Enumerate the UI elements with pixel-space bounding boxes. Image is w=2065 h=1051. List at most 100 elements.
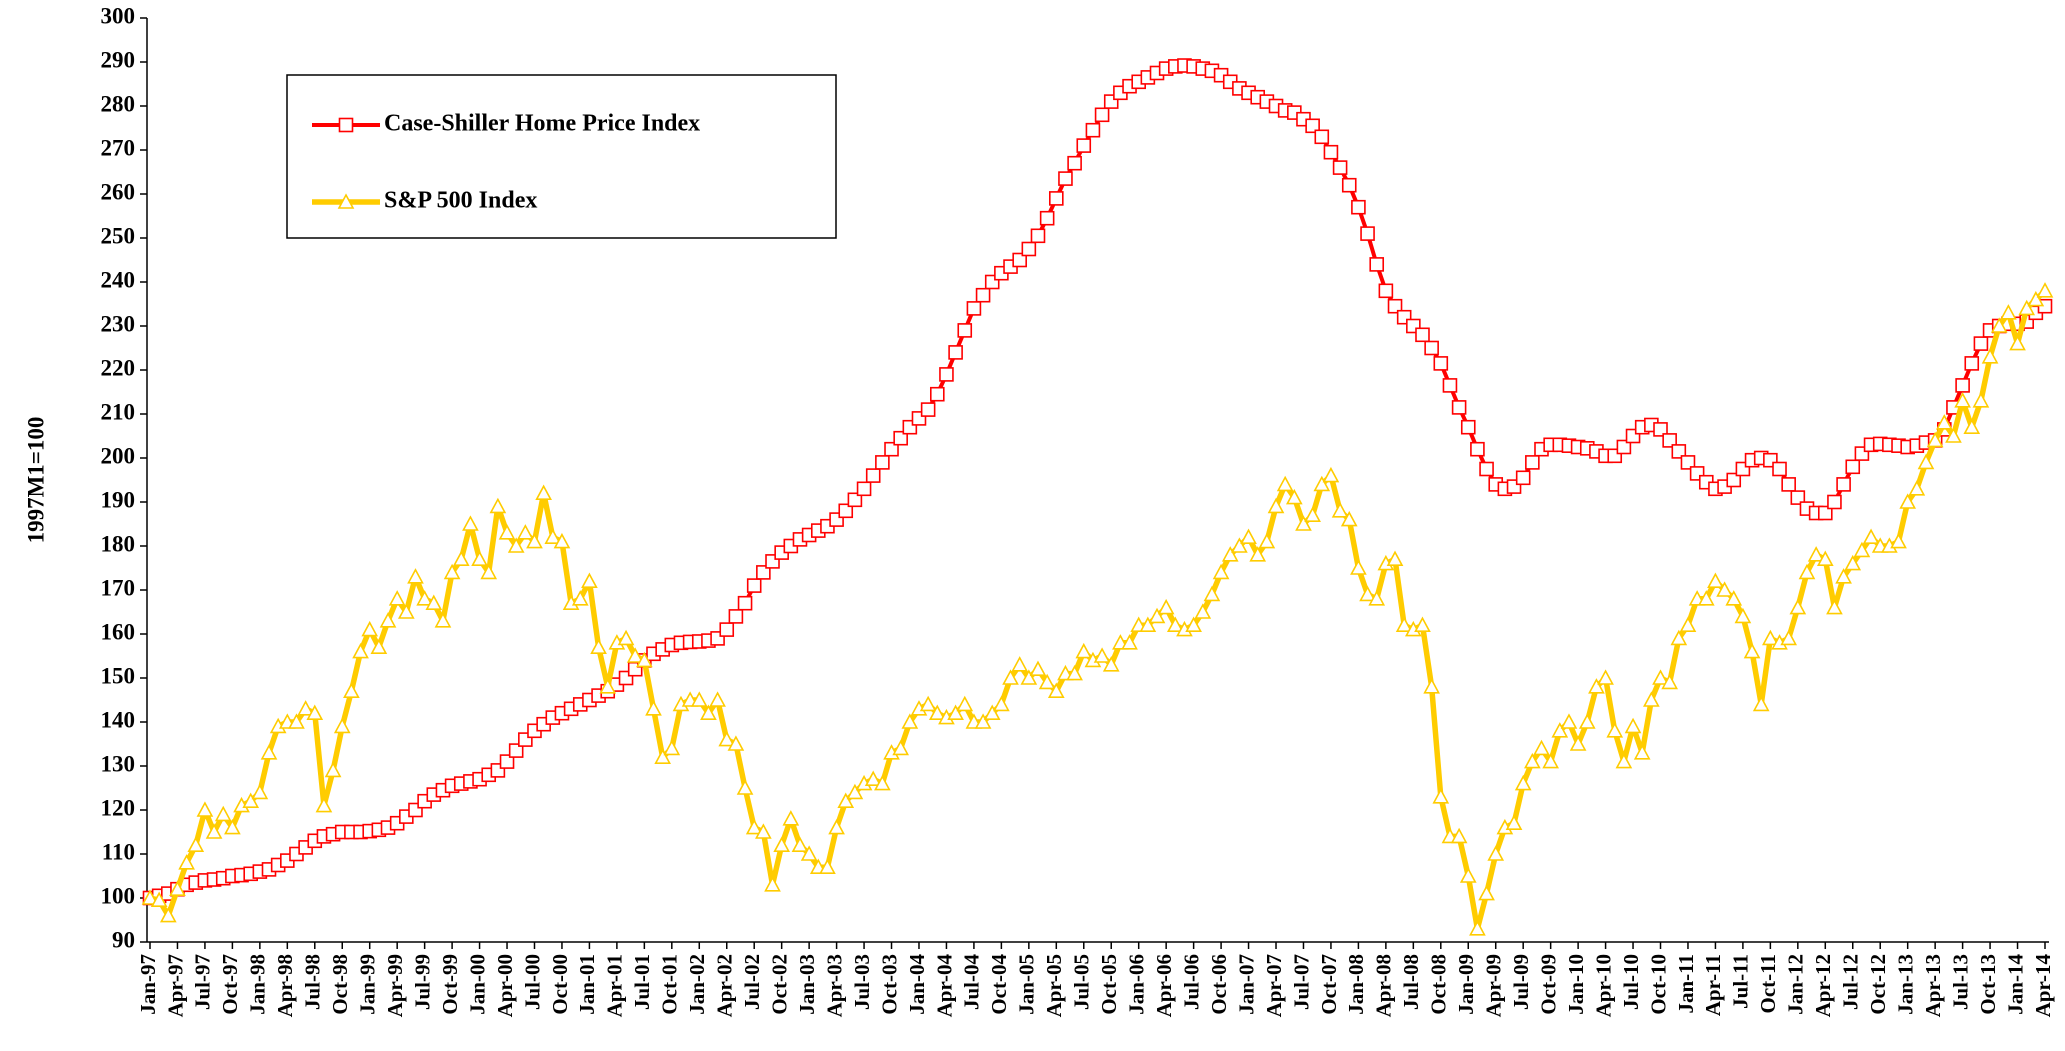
marker: [709, 691, 726, 707]
x-tick-label: Jul-13: [1948, 954, 1972, 1010]
marker: [1002, 669, 1019, 685]
marker: [1743, 642, 1761, 659]
legend-marker: [338, 117, 354, 133]
marker: [1470, 441, 1485, 457]
marker: [590, 638, 607, 654]
marker: [1935, 414, 1953, 430]
marker: [1981, 348, 1999, 364]
marker: [1662, 433, 1677, 448]
marker: [1360, 226, 1375, 241]
marker: [736, 779, 754, 795]
x-tick-label: Oct-07: [1317, 954, 1341, 1015]
marker: [1588, 678, 1605, 694]
marker: [407, 568, 424, 584]
marker: [1845, 459, 1861, 475]
x-tick-label: Jul-99: [410, 954, 434, 1010]
marker: [1862, 528, 1880, 544]
x-tick-label: Oct-05: [1097, 954, 1121, 1015]
marker: [1707, 572, 1724, 588]
marker: [1304, 506, 1321, 522]
x-tick-label: Jan-00: [465, 954, 489, 1015]
marker: [966, 301, 982, 316]
x-tick-label: Jul-08: [1399, 954, 1423, 1010]
x-tick-label: Jul-01: [630, 954, 654, 1010]
y-tick-label: 90: [112, 927, 135, 952]
marker: [1076, 138, 1092, 153]
marker: [1039, 210, 1055, 226]
marker: [1021, 241, 1037, 257]
marker: [1917, 453, 1935, 470]
x-tick-label: Apr-99: [383, 954, 407, 1017]
marker: [462, 515, 479, 531]
marker: [864, 770, 882, 786]
marker: [1487, 845, 1505, 861]
x-tick-label: Jan-07: [1234, 954, 1258, 1015]
marker: [1542, 752, 1559, 769]
marker: [388, 590, 406, 606]
marker: [1817, 505, 1833, 521]
marker: [1780, 629, 1798, 646]
legend-box: [286, 74, 837, 239]
x-tick-label: Oct-97: [218, 954, 242, 1015]
marker: [956, 695, 974, 712]
y-tick-label: 140: [101, 707, 136, 732]
marker: [1798, 563, 1816, 580]
x-tick-label: Apr-12: [1811, 954, 1835, 1017]
marker: [846, 783, 864, 800]
marker: [1332, 160, 1348, 175]
marker: [1624, 717, 1642, 734]
marker: [1258, 532, 1276, 549]
marker: [1671, 444, 1687, 459]
marker: [1716, 581, 1733, 597]
marker: [159, 906, 177, 923]
x-tick-label: Oct-13: [1976, 954, 2000, 1015]
x-tick-label: Jan-08: [1344, 954, 1368, 1015]
marker: [1505, 814, 1523, 830]
marker: [1945, 427, 1962, 443]
y-tick-label: 180: [101, 531, 136, 556]
marker: [920, 402, 936, 417]
marker: [1415, 327, 1430, 343]
legend-label: S&P 500 Index: [384, 188, 537, 214]
y-axis-title: 1997M1=100: [23, 417, 48, 544]
marker: [847, 492, 863, 508]
marker: [1569, 735, 1587, 751]
marker: [728, 609, 744, 624]
marker: [1221, 546, 1239, 562]
marker: [791, 836, 809, 852]
marker: [1378, 283, 1394, 299]
y-tick-label: 170: [101, 575, 136, 600]
marker: [343, 682, 360, 698]
marker: [1340, 510, 1358, 527]
marker: [1955, 378, 1970, 393]
marker: [1166, 616, 1184, 632]
x-tick-label: Apr-11: [1701, 954, 1725, 1016]
y-tick-label: 100: [101, 883, 136, 908]
x-tick-label: Oct-02: [767, 954, 791, 1015]
marker: [1515, 470, 1531, 486]
marker: [1781, 477, 1796, 492]
marker: [251, 783, 269, 800]
marker: [1890, 532, 1907, 549]
y-tick-label: 120: [101, 795, 136, 820]
y-tick-label: 280: [101, 91, 136, 116]
marker: [1313, 475, 1331, 492]
marker: [544, 528, 562, 544]
marker: [626, 647, 644, 663]
marker: [508, 743, 524, 758]
marker: [1525, 455, 1540, 470]
marker: [1185, 616, 1202, 632]
x-tick-label: Jan-97: [136, 954, 160, 1015]
x-tick-label: Oct-12: [1866, 954, 1890, 1015]
x-tick-label: Apr-02: [713, 954, 737, 1017]
x-tick-label: Jul-07: [1289, 954, 1313, 1010]
marker: [361, 620, 379, 637]
marker: [1231, 537, 1248, 553]
marker: [700, 704, 717, 720]
marker: [1899, 493, 1917, 509]
marker: [1350, 559, 1367, 575]
marker: [571, 590, 589, 606]
x-tick-label: Oct-09: [1536, 954, 1560, 1015]
x-tick-label: Jul-97: [191, 954, 215, 1010]
marker: [352, 642, 369, 659]
